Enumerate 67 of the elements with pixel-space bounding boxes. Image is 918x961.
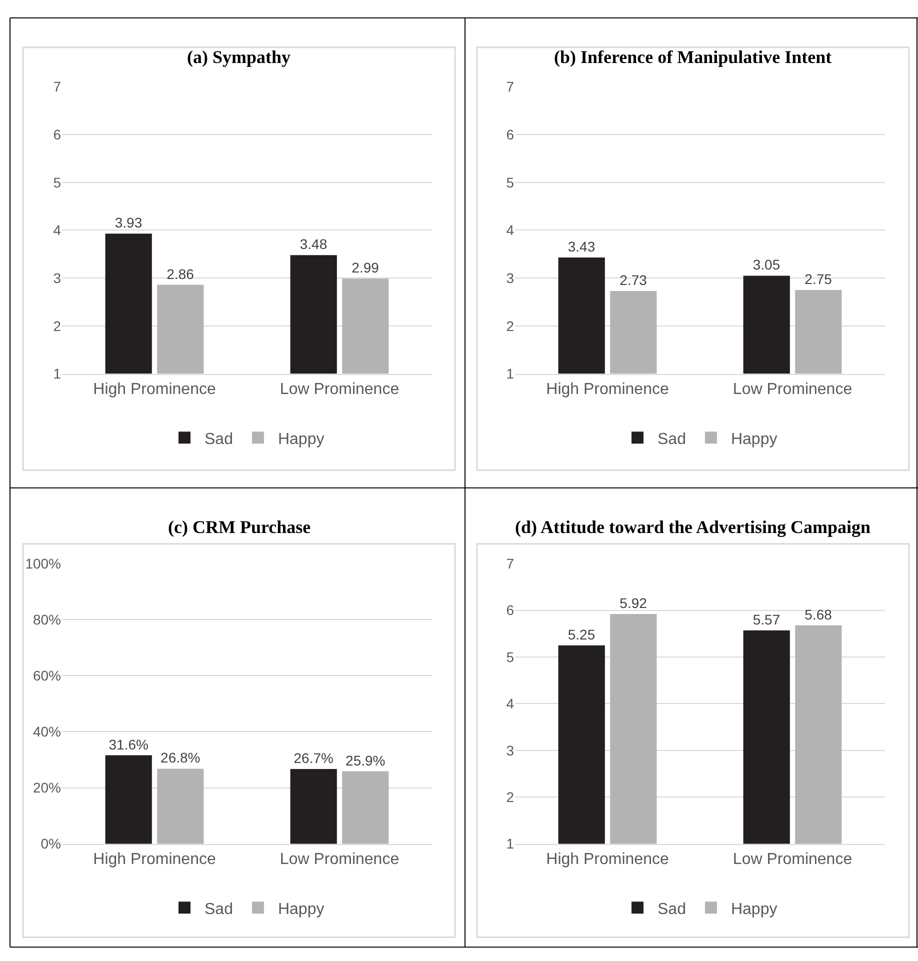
- y-tick-label: 40%: [32, 724, 61, 740]
- data-label: 5.68: [804, 606, 832, 622]
- y-tick-label: 3: [53, 270, 62, 286]
- data-label: 2.73: [620, 272, 648, 288]
- x-tick-label: High Prominence: [546, 381, 669, 398]
- y-tick-label: 7: [506, 78, 514, 95]
- data-label: 2.86: [166, 266, 194, 282]
- y-tick-label: 5: [506, 648, 514, 665]
- x-tick-label: Low Prominence: [732, 851, 852, 868]
- y-tick-label: 6: [506, 126, 514, 142]
- legend-label: Happy: [730, 900, 778, 918]
- y-tick-label: 7: [506, 555, 514, 572]
- data-label: 5.92: [620, 595, 648, 612]
- y-tick-label: 6: [506, 602, 514, 618]
- y-tick-label: 2: [506, 318, 514, 334]
- data-label: 26.8%: [160, 750, 200, 766]
- y-tick-label: 2: [506, 789, 514, 806]
- y-tick-label: 0%: [40, 836, 61, 852]
- data-label: 31.6%: [108, 736, 148, 752]
- x-tick-label: Low Prominence: [732, 381, 852, 398]
- data-label: 3.43: [568, 238, 596, 255]
- x-tick-label: High Prominence: [93, 381, 216, 398]
- legend-label: Sad: [204, 430, 233, 448]
- y-tick-label: 1: [506, 366, 514, 382]
- y-tick-label: 1: [506, 836, 514, 852]
- x-tick-label: High Prominence: [93, 851, 216, 868]
- data-label: 2.99: [352, 260, 380, 276]
- legend-label: Sad: [204, 900, 233, 918]
- data-label: 25.9%: [346, 752, 386, 768]
- y-tick-label: 3: [506, 742, 514, 758]
- bar: [290, 769, 337, 844]
- data-label: 3.93: [114, 214, 142, 231]
- y-tick-label: 60%: [32, 668, 61, 684]
- y-tick-label: 2: [53, 318, 62, 334]
- y-tick-label: 4: [506, 222, 514, 238]
- data-label: 3.05: [752, 256, 780, 273]
- data-label: 5.25: [568, 626, 596, 642]
- y-tick-label: 4: [506, 696, 514, 712]
- bar: [105, 755, 152, 844]
- x-tick-label: Low Prominence: [280, 851, 400, 868]
- y-tick-label: 1: [53, 366, 62, 382]
- y-tick-label: 5: [506, 174, 514, 190]
- y-tick-label: 7: [53, 78, 62, 95]
- data-label: 3.48: [300, 236, 328, 252]
- bar: [342, 771, 389, 844]
- y-tick-label: 6: [53, 126, 62, 142]
- legend-label: Happy: [278, 900, 324, 918]
- legend-label: Happy: [278, 430, 324, 448]
- data-label: 5.57: [752, 611, 780, 628]
- data-label: 2.75: [804, 271, 832, 288]
- chart-title: (d) Attitude toward the Advertising Campaign: [515, 517, 871, 537]
- bar: [157, 768, 204, 844]
- chart-title: (a) Sympathy: [187, 47, 291, 67]
- legend-label: Happy: [730, 430, 778, 448]
- y-tick-label: 100%: [25, 555, 61, 572]
- y-tick-label: 5: [53, 174, 62, 190]
- y-tick-label: 4: [53, 222, 62, 238]
- x-tick-label: Low Prominence: [280, 381, 400, 398]
- y-tick-label: 80%: [32, 612, 61, 628]
- x-tick-label: High Prominence: [546, 851, 669, 868]
- data-label: 26.7%: [294, 750, 334, 766]
- legend-label: Sad: [658, 430, 686, 448]
- chart-title: (c) CRM Purchase: [168, 517, 311, 537]
- legend-label: Sad: [658, 900, 686, 918]
- chart-title: (b) Inference of Manipulative Intent: [554, 47, 832, 67]
- y-tick-label: 3: [506, 270, 514, 286]
- y-tick-label: 20%: [32, 780, 61, 796]
